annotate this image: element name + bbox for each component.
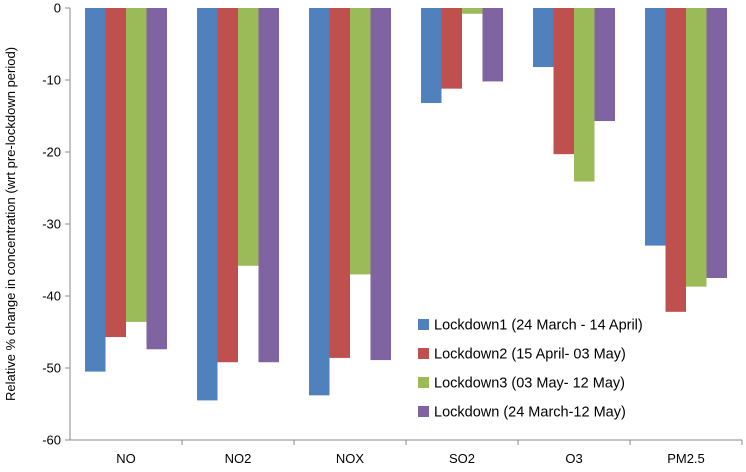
x-tick-label: NO [116, 451, 136, 466]
legend-swatch-4 [418, 406, 429, 417]
axes-group [69, 8, 742, 441]
x-tick-label: NOX [336, 451, 365, 466]
y-tick-label: -20 [42, 145, 61, 160]
x-tick-label: O3 [565, 451, 582, 466]
x-tick-label: PM2.5 [667, 451, 705, 466]
bar-o3-series-2 [553, 8, 574, 155]
y-axis-label: Relative % change in concentration (wrt … [3, 47, 18, 401]
bar-pm25-series-3 [686, 8, 707, 287]
bar-o3-series-4 [594, 8, 615, 122]
bar-o3-series-1 [533, 8, 554, 68]
bar-pm25-series-1 [645, 8, 666, 246]
bar-so2-series-1 [421, 8, 442, 104]
bar-pm25-series-2 [665, 8, 686, 312]
bar-so2-series-3 [462, 8, 483, 14]
bar-nox-series-1 [309, 8, 330, 396]
legend: Lockdown1 (24 March - 14 April) Lockdown2… [418, 318, 643, 421]
y-tick-label: -10 [42, 73, 61, 88]
bar-so2-series-4 [482, 8, 503, 82]
y-ticks-group: 0 -10 -20 -30 -40 -50 -60 [42, 1, 70, 448]
bar-no2-series-4 [258, 8, 279, 363]
bar-no-series-4 [146, 8, 167, 350]
bar-o3-series-3 [574, 8, 595, 182]
bar-nox-series-3 [350, 8, 371, 275]
bar-no2-series-3 [238, 8, 259, 266]
x-tick-label: NO2 [225, 451, 252, 466]
bar-no2-series-1 [197, 8, 218, 401]
legend-label-3: Lockdown3 (03 May- 12 May) [434, 376, 625, 392]
legend-label-4: Lockdown (24 March-12 May) [434, 405, 626, 421]
legend-swatch-1 [418, 319, 429, 330]
y-tick-label: -50 [42, 361, 61, 376]
bar-nox-series-4 [370, 8, 391, 361]
bar-pm25-series-4 [706, 8, 727, 278]
y-tick-label: -60 [42, 433, 61, 448]
bar-no2-series-2 [217, 8, 238, 363]
x-tick-label: SO2 [449, 451, 475, 466]
legend-swatch-2 [418, 348, 429, 359]
x-ticks-group: NO NO2 NOX SO2 O3 PM2.5 [116, 440, 743, 466]
bar-no-series-1 [85, 8, 106, 372]
legend-label-2: Lockdown2 (15 April- 03 May) [434, 347, 626, 363]
bar-nox-series-2 [329, 8, 350, 358]
bar-so2-series-2 [441, 8, 462, 89]
legend-label-1: Lockdown1 (24 March - 14 April) [434, 318, 643, 334]
bars-group [85, 8, 727, 401]
bar-no-series-2 [105, 8, 126, 338]
y-tick-label: 0 [54, 1, 61, 16]
legend-swatch-3 [418, 377, 429, 388]
y-tick-label: -30 [42, 217, 61, 232]
bar-no-series-3 [126, 8, 147, 322]
y-tick-label: -40 [42, 289, 61, 304]
